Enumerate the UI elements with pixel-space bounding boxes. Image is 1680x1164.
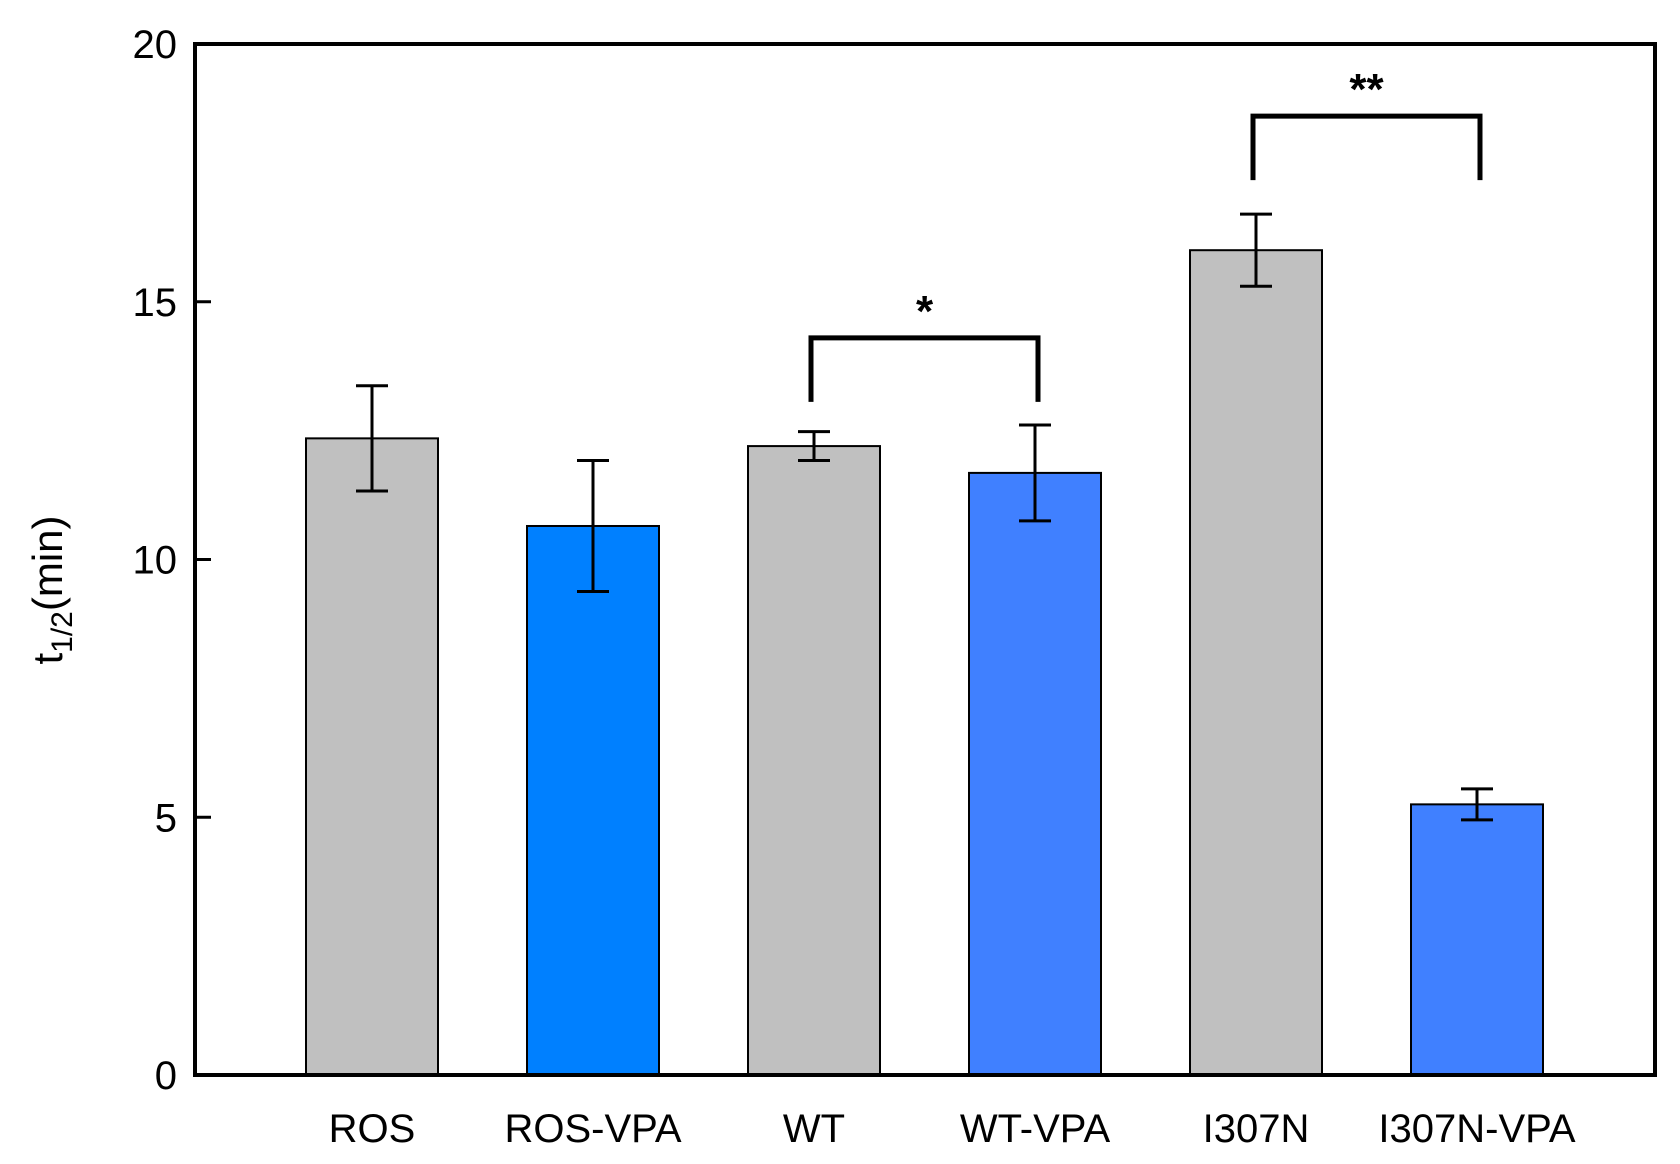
bar-ros-vpa bbox=[526, 524, 660, 1076]
y-tick-label: 15 bbox=[133, 281, 178, 325]
bar-wt-vpa bbox=[968, 471, 1102, 1076]
bar-ros bbox=[305, 437, 439, 1077]
bars bbox=[305, 249, 1544, 1077]
y-axis-title-suffix: (min) bbox=[24, 515, 71, 611]
y-axis-title-main: t bbox=[24, 653, 71, 665]
bar-wt bbox=[747, 445, 881, 1076]
y-axis-title-subscript: 1/2 bbox=[46, 611, 79, 653]
significance-bracket: * bbox=[808, 287, 1041, 402]
y-tick-label: 10 bbox=[133, 539, 178, 583]
x-category-label: WT-VPA bbox=[960, 1107, 1111, 1151]
bar-i307n-vpa bbox=[1410, 803, 1544, 1076]
x-category-label: I307N-VPA bbox=[1378, 1107, 1575, 1151]
x-category-label: ROS bbox=[329, 1107, 416, 1151]
x-category-label: ROS-VPA bbox=[504, 1107, 681, 1151]
significance-bracket-line bbox=[1250, 113, 1483, 181]
error-bar bbox=[1461, 787, 1493, 822]
error-bar bbox=[356, 384, 388, 493]
y-axis-title: t1/2(min) bbox=[24, 515, 79, 664]
y-axis: 0 5 10 15 20 bbox=[133, 23, 211, 1098]
significance-brackets: *** bbox=[808, 65, 1483, 402]
x-axis-labels: ROS ROS-VPA WT WT-VPA I307N I307N-VPA bbox=[329, 1107, 1576, 1151]
error-bar bbox=[577, 459, 609, 593]
x-category-label: WT bbox=[783, 1107, 845, 1151]
significance-bracket-line bbox=[808, 335, 1041, 402]
y-tick-label: 20 bbox=[133, 23, 178, 67]
x-category-label: I307N bbox=[1203, 1107, 1310, 1151]
error-bar bbox=[1240, 212, 1272, 288]
error-bars bbox=[356, 212, 1493, 822]
y-tick-label: 5 bbox=[155, 796, 177, 840]
significance-bracket: ** bbox=[1250, 65, 1483, 181]
significance-label: ** bbox=[1349, 65, 1384, 114]
error-bar bbox=[798, 430, 830, 463]
bar-i307n bbox=[1189, 249, 1323, 1076]
plot-frame bbox=[193, 42, 1657, 1077]
significance-label: * bbox=[916, 287, 934, 336]
svg-text:t1/2(min): t1/2(min) bbox=[24, 515, 79, 664]
y-tick-label: 0 bbox=[155, 1054, 177, 1098]
error-bar bbox=[1019, 423, 1051, 523]
